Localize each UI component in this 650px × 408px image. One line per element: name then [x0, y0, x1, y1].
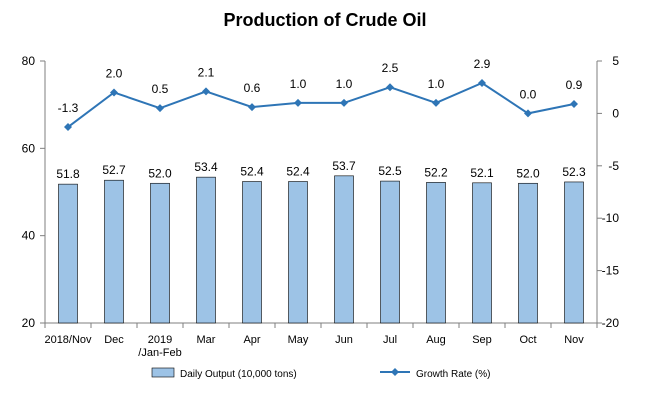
line-data-label: 0.5: [152, 82, 169, 96]
bar-data-label: 52.5: [378, 164, 402, 178]
bar: [58, 183, 78, 324]
growth-rate-point: [432, 98, 440, 107]
legend-bar-label: Daily Output (10,000 tons): [180, 369, 297, 380]
bar: [242, 181, 262, 324]
growth-rate-point: [340, 98, 348, 107]
right-tick-label: -5: [608, 159, 619, 173]
growth-rate-point: [570, 99, 578, 108]
x-tick-label: /Jan-Feb: [138, 347, 181, 359]
line-data-label: 2.5: [382, 61, 399, 75]
x-tick-label: May: [288, 334, 309, 346]
line-data-label: 2.1: [198, 65, 215, 79]
left-tick-label: 60: [22, 141, 36, 155]
growth-rate-line: [67, 81, 575, 128]
bar: [334, 175, 354, 324]
x-tick-label: Oct: [519, 334, 536, 346]
bar-data-label: 52.7: [102, 163, 126, 177]
line-data-label: 2.0: [106, 66, 123, 80]
bar: [426, 182, 446, 324]
left-tick-label: 40: [22, 229, 36, 243]
chart-title: Production of Crude Oil: [223, 10, 427, 30]
bar-data-label: 52.0: [148, 166, 172, 180]
growth-rate-point: [478, 79, 486, 88]
x-tick-label: Aug: [426, 334, 446, 346]
right-tick-label: 0: [612, 106, 619, 120]
line-data-label: 1.0: [290, 77, 307, 91]
growth-rate-point: [110, 88, 118, 97]
bar: [472, 182, 492, 324]
bar-data-label: 52.1: [470, 166, 494, 180]
x-tick-label: Apr: [243, 334, 260, 346]
legend-line-marker: [391, 368, 399, 376]
legend-line-label: Growth Rate (%): [416, 369, 490, 380]
growth-rate-point: [156, 104, 164, 113]
bar: [380, 180, 400, 324]
bar-data-label: 51.8: [56, 167, 80, 181]
right-tick-label: -20: [602, 316, 620, 330]
growth-rate-point: [524, 109, 532, 118]
left-tick-label: 80: [22, 54, 36, 68]
x-tick-label: Jun: [335, 334, 353, 346]
line-data-label: 0.9: [566, 78, 583, 92]
right-tick-label: -15: [602, 264, 620, 278]
bar-data-label: 53.7: [332, 159, 356, 173]
growth-rate-point: [248, 103, 256, 112]
growth-rate-point: [294, 98, 302, 107]
bar: [150, 182, 170, 324]
bar-data-label: 52.2: [424, 165, 448, 179]
line-data-label: 1.0: [428, 77, 445, 91]
bar-data-label: 52.4: [286, 165, 310, 179]
bar-data-label: 52.0: [516, 166, 540, 180]
legend-bar-swatch: [151, 367, 175, 378]
bar: [518, 182, 538, 324]
growth-rate-point: [64, 123, 72, 132]
right-tick-label: -10: [602, 211, 620, 225]
growth-rate-point: [386, 83, 394, 92]
x-tick-label: Dec: [104, 334, 124, 346]
x-tick-label: Mar: [197, 334, 216, 346]
line-data-label: 0.6: [244, 81, 261, 95]
bar-data-label: 52.4: [240, 165, 264, 179]
x-tick-label: Jul: [383, 334, 397, 346]
x-tick-label: Sep: [472, 334, 492, 346]
bar: [288, 181, 308, 324]
line-data-label: -1.3: [58, 101, 79, 115]
bar: [196, 176, 216, 324]
right-tick-label: 5: [612, 54, 619, 68]
line-data-label: 2.9: [474, 57, 491, 71]
x-tick-label: 2018/Nov: [44, 334, 92, 346]
line-data-label: 1.0: [336, 77, 353, 91]
bar: [104, 179, 124, 324]
x-tick-label: Nov: [564, 334, 584, 346]
x-tick-label: 2019: [148, 334, 172, 346]
left-tick-label: 20: [22, 316, 36, 330]
line-data-label: 0.0: [520, 87, 537, 101]
growth-rate-point: [202, 87, 210, 96]
bar-data-label: 52.3: [562, 165, 586, 179]
bar: [564, 181, 584, 324]
bar-data-label: 53.4: [194, 160, 218, 174]
